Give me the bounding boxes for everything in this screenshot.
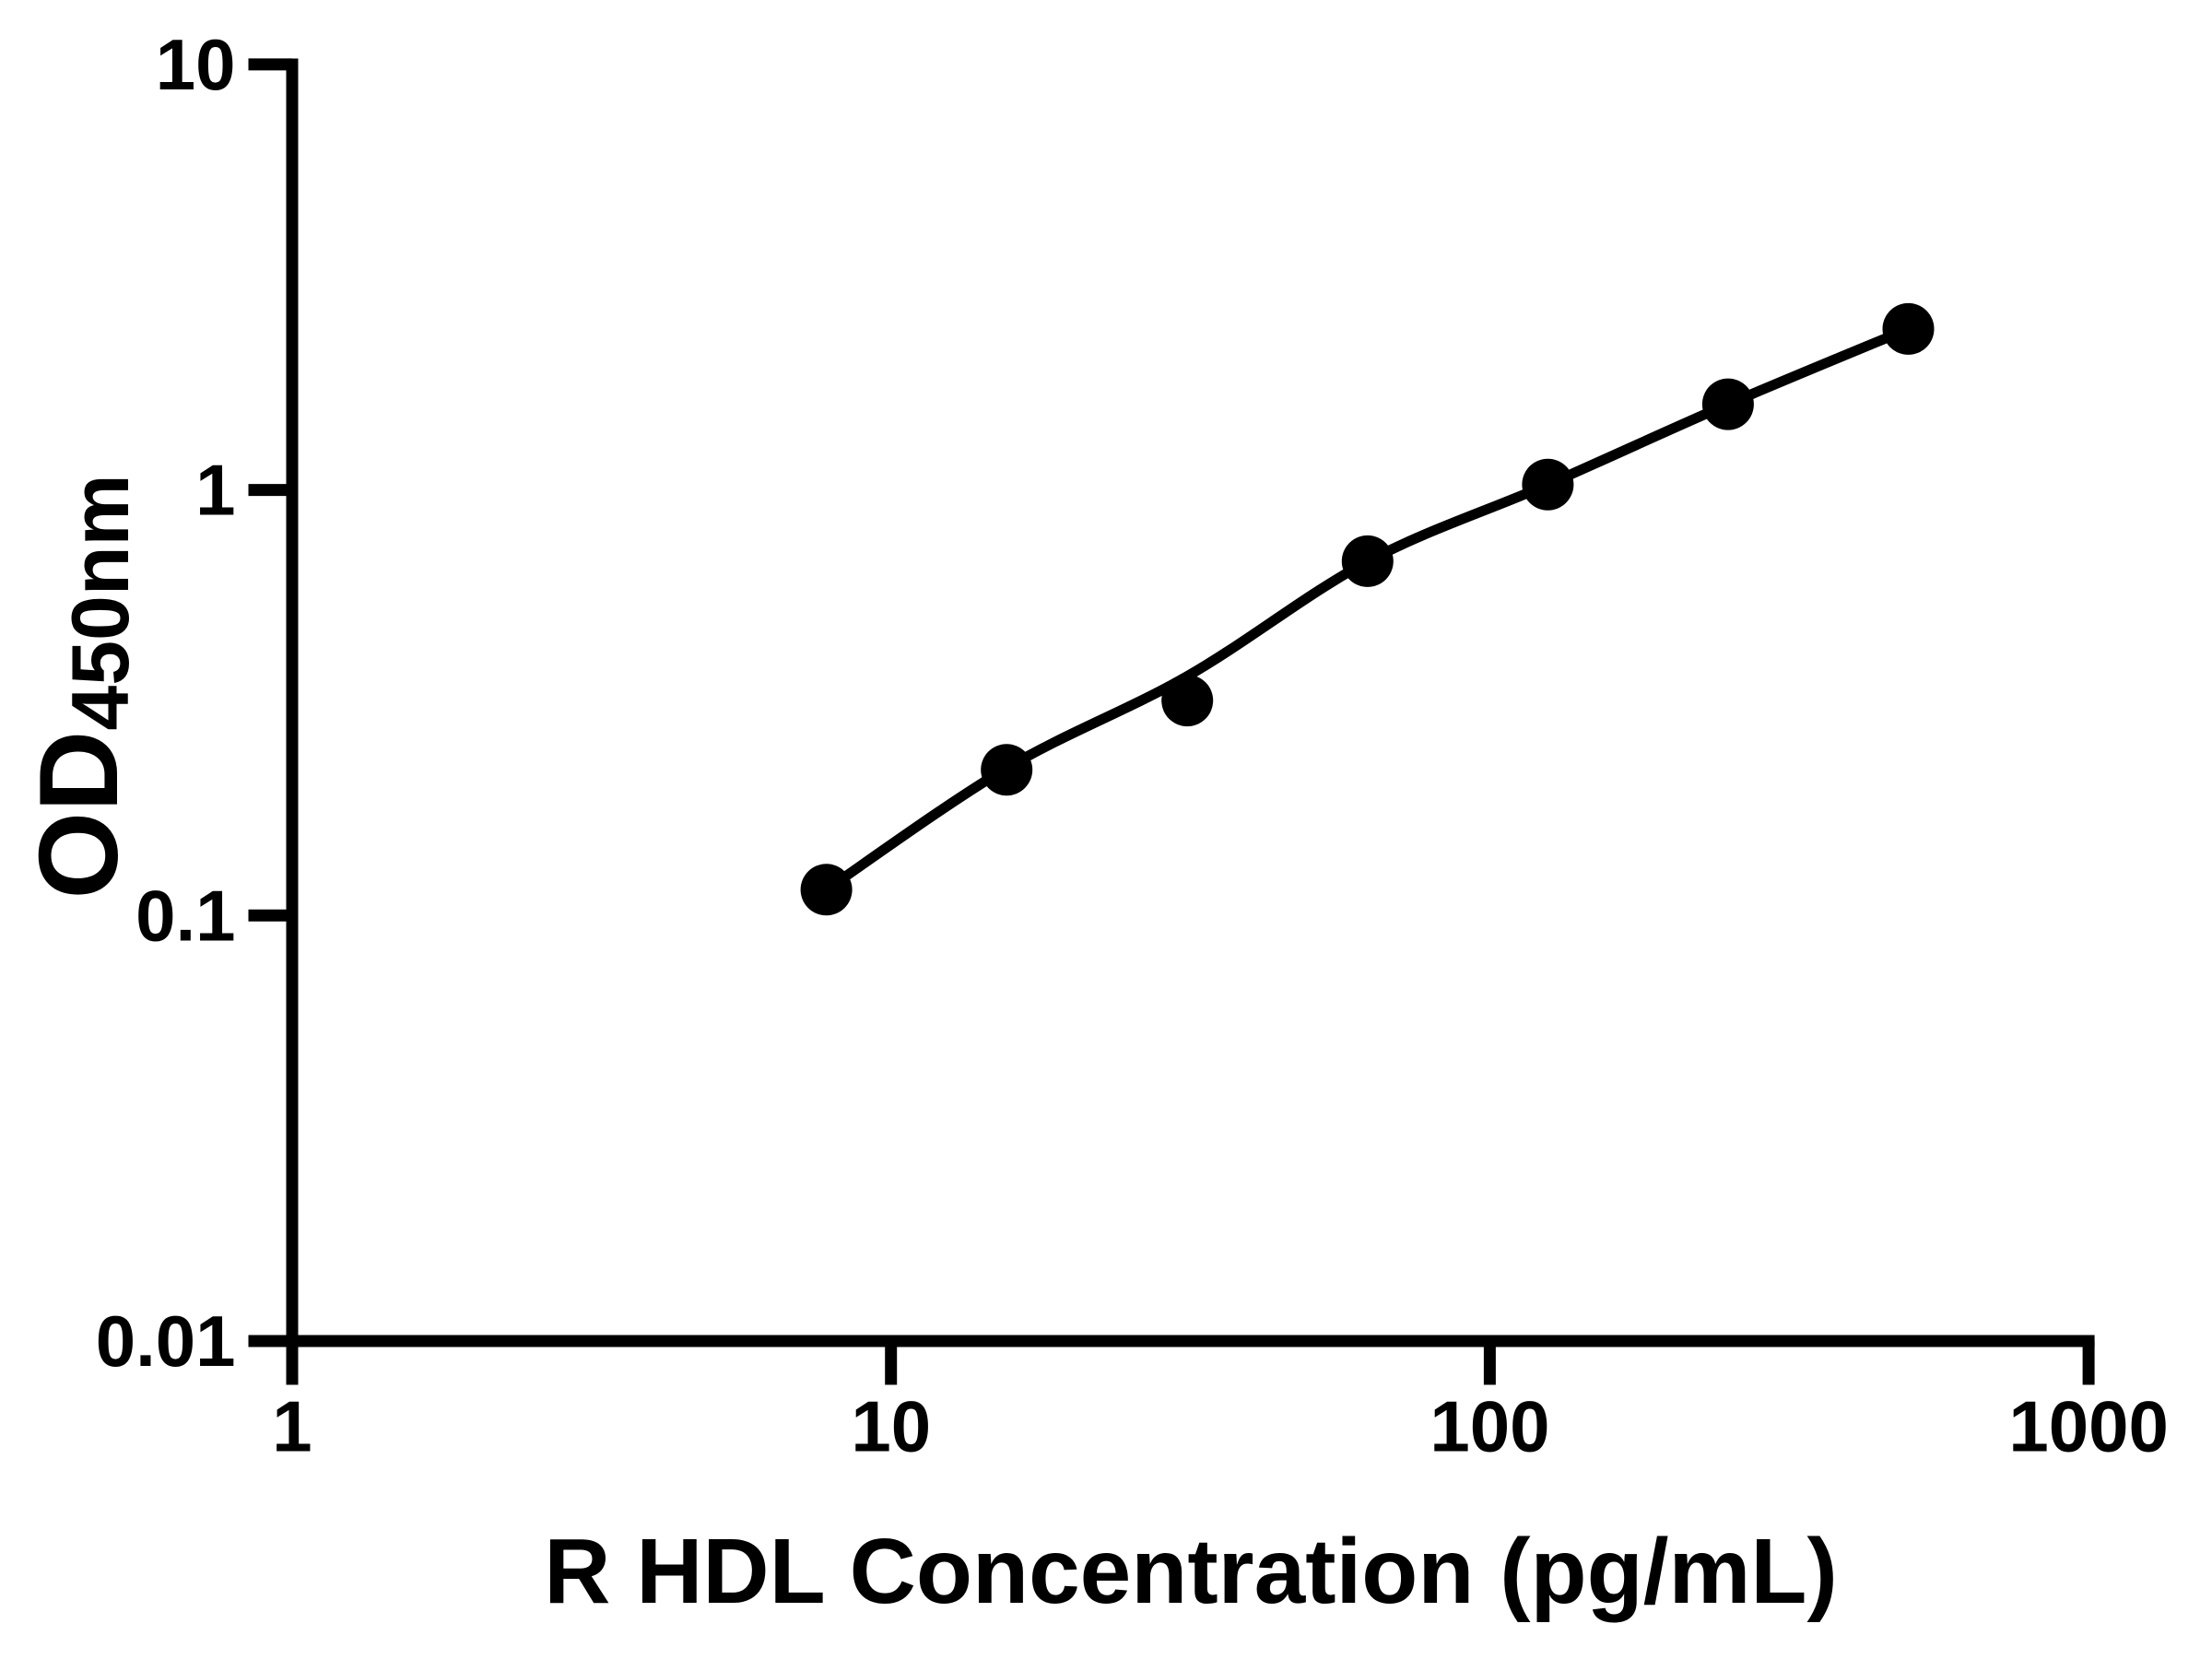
x-tick-label: 10	[851, 1386, 931, 1467]
x-tick-label: 1000	[2008, 1386, 2169, 1467]
data-point	[1882, 302, 1935, 355]
y-tick-label: 10	[156, 24, 236, 105]
y-tick-label: 0.01	[96, 1300, 236, 1382]
y-tick-label: 0.1	[135, 875, 235, 956]
x-axis-title: R HDL Concentration (pg/mL)	[544, 1520, 1838, 1623]
y-axis-title-main: OD	[16, 730, 141, 900]
data-point	[1341, 535, 1394, 587]
y-axis-title-subscript: 450nm	[54, 474, 147, 731]
data-point	[981, 744, 1033, 796]
y-axis-title: OD450nm	[14, 474, 147, 900]
x-tick-label: 1	[272, 1386, 312, 1467]
y-tick-label: 1	[195, 450, 235, 531]
data-point	[800, 864, 853, 916]
x-tick-label: 100	[1430, 1386, 1549, 1467]
data-point	[1701, 378, 1754, 430]
data-point	[1161, 675, 1214, 727]
data-point	[1522, 458, 1574, 511]
